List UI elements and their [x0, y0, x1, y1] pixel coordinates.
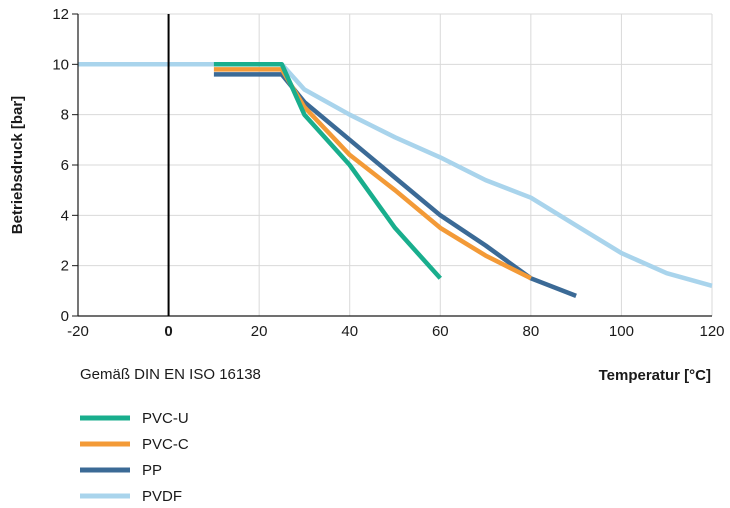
x-tick-label: 20 — [251, 323, 268, 340]
legend-label-pvc-u: PVC-U — [142, 410, 189, 427]
y-axis-label: Betriebsdruck [bar] — [9, 96, 26, 234]
y-tick-label: 6 — [61, 157, 69, 174]
legend-label-pvc-c: PVC-C — [142, 436, 189, 453]
grid — [78, 13, 713, 316]
legend: PVC-U PVC-C PP PVDF — [80, 410, 189, 505]
x-tick-label: 120 — [699, 323, 724, 340]
series-line-pp — [213, 72, 577, 298]
series-line-pvc-c — [213, 67, 532, 281]
y-tick-label: 10 — [52, 56, 69, 73]
x-tick-label: 40 — [341, 323, 358, 340]
x-tick-label: 60 — [432, 323, 449, 340]
standard-note: Gemäß DIN EN ISO 16138 — [80, 366, 261, 383]
y-tick-label: 2 — [61, 258, 69, 275]
legend-label-pp: PP — [142, 462, 162, 479]
x-axis-label: Temperatur [°C] — [599, 367, 711, 384]
y-tick-label: 4 — [61, 207, 69, 224]
y-tick-label: 0 — [61, 308, 69, 325]
legend-label-pvdf: PVDF — [142, 488, 182, 505]
x-tick-label: 80 — [523, 323, 540, 340]
series-line-pvdf — [78, 62, 713, 288]
x-tick-label: 0 — [164, 323, 172, 340]
series-lines — [78, 62, 713, 298]
y-tick-label: 8 — [61, 107, 69, 124]
series-line-pvc-u — [213, 62, 442, 280]
x-tick-label: -20 — [67, 323, 89, 340]
y-tick-label: 12 — [52, 6, 69, 23]
x-tick-label: 100 — [609, 323, 634, 340]
